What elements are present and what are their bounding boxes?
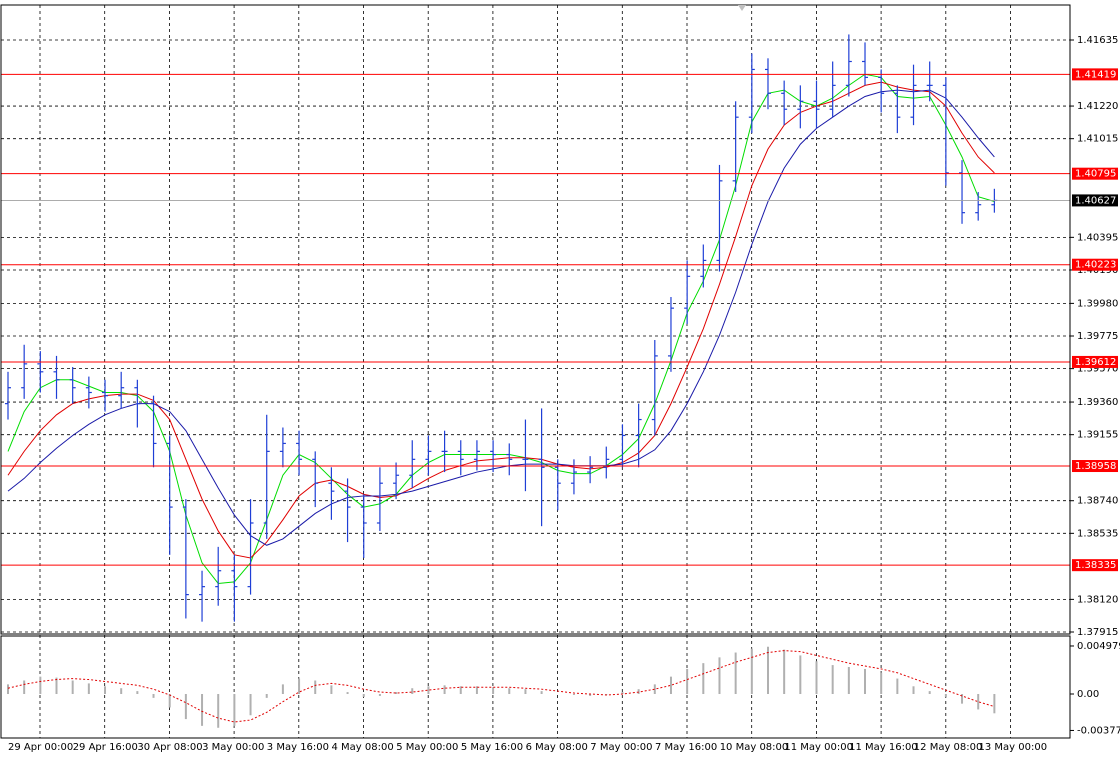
- x-tick-label: 13 May 00:00: [979, 742, 1048, 753]
- y-tick-label: 0.00: [1077, 689, 1099, 700]
- y-tick-label: 1.39360: [1077, 397, 1118, 408]
- x-tick-label: 4 May 08:00: [332, 742, 394, 753]
- signal-line: [7, 650, 995, 723]
- price-label-box: [1072, 194, 1118, 207]
- y-tick-label: 1.38535: [1077, 528, 1118, 539]
- y-tick-label: 1.41220: [1077, 101, 1118, 112]
- price-label: 1.40627: [1075, 195, 1116, 206]
- y-tick-label: -0.003777: [1077, 725, 1120, 736]
- y-tick-label: 0.004979: [1077, 641, 1120, 652]
- moving-average: [7, 89, 995, 546]
- x-tick-label: 3 May 00:00: [202, 742, 264, 753]
- x-tick-label: 7 May 16:00: [655, 742, 717, 753]
- x-tick-label: 7 May 00:00: [590, 742, 652, 753]
- x-tick-label: 12 May 08:00: [914, 742, 983, 753]
- y-tick-label: 1.41015: [1077, 134, 1118, 145]
- y-tick-label: 1.39155: [1077, 430, 1118, 441]
- y-tick-label: 1.39775: [1077, 331, 1118, 342]
- level-label-box: [1072, 258, 1118, 271]
- y-tick-label: 1.41635: [1077, 35, 1118, 46]
- x-tick-label: 3 May 16:00: [267, 742, 329, 753]
- x-tick-label: 6 May 08:00: [526, 742, 588, 753]
- x-tick-label: 10 May 08:00: [720, 742, 789, 753]
- level-label: 1.40223: [1075, 260, 1116, 271]
- level-label-box: [1072, 460, 1118, 473]
- level-label: 1.41419: [1075, 69, 1116, 80]
- level-label-box: [1072, 68, 1118, 81]
- level-label: 1.38958: [1075, 461, 1116, 472]
- axis: 29 Apr 00:00 29 Apr 16:00 30 Apr 08:00 3 Ma…: [8, 35, 1120, 753]
- plot: [1, 34, 1070, 728]
- level-label: 1.38335: [1075, 560, 1116, 571]
- panel-frame: [0, 635, 1071, 739]
- y-tick-label: 1.39980: [1077, 298, 1118, 309]
- level-label-box: [1072, 559, 1118, 572]
- grid: [1, 5, 1070, 738]
- y-tick-label: 1.37915: [1077, 627, 1118, 638]
- level-label: 1.39612: [1075, 357, 1116, 368]
- y-tick-label: 1.40395: [1077, 232, 1118, 243]
- shift-marker: [738, 5, 746, 11]
- x-tick-label: 11 May 00:00: [784, 742, 853, 753]
- main-frame: [0, 4, 1071, 635]
- y-tick-label: 1.38740: [1077, 496, 1118, 507]
- x-tick-label: 29 Apr 16:00: [73, 742, 138, 753]
- moving-average: [7, 73, 995, 584]
- level-label-box: [1072, 355, 1118, 368]
- x-tick-label: 5 May 00:00: [396, 742, 458, 753]
- x-tick-label: 30 Apr 08:00: [137, 742, 202, 753]
- x-tick-label: 5 May 16:00: [461, 742, 523, 753]
- moving-average: [7, 81, 995, 559]
- y-tick-label: 1.39570: [1077, 364, 1118, 375]
- y-tick-label: 1.38120: [1077, 594, 1118, 605]
- level-label: 1.40795: [1075, 169, 1116, 180]
- level-label-box: [1072, 167, 1118, 180]
- x-tick-label: 29 Apr 00:00: [8, 742, 73, 753]
- x-tick-label: 11 May 16:00: [849, 742, 918, 753]
